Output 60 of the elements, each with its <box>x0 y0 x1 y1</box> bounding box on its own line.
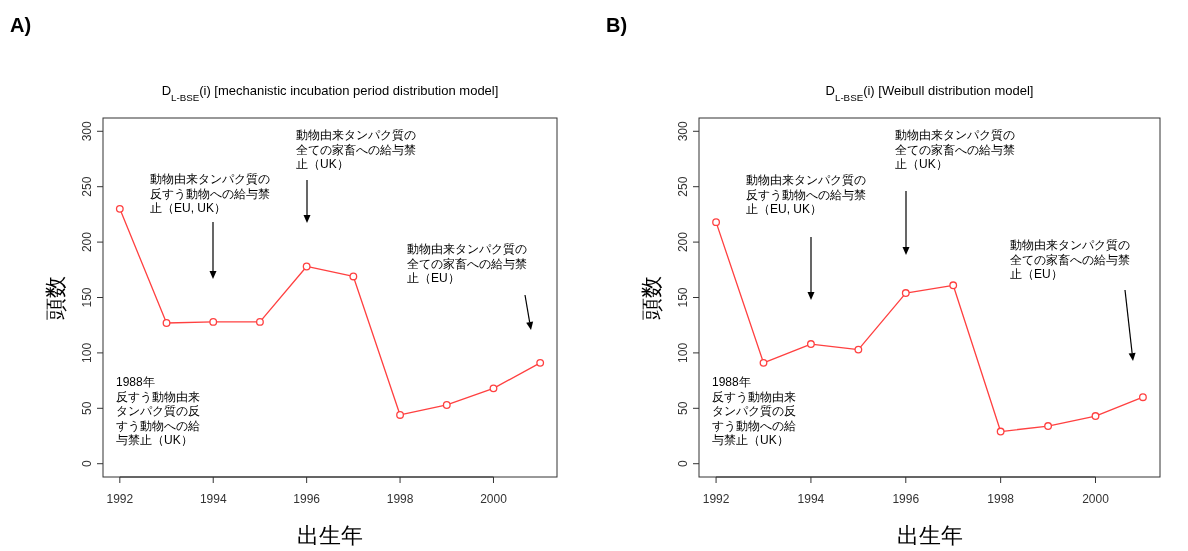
point <box>162 319 171 327</box>
x-tick-label: 2000 <box>480 492 508 506</box>
y-tick-label: 200 <box>676 231 690 253</box>
y-tick-label: 150 <box>676 287 690 308</box>
annotation: 動物由来タンパク質の全ての家畜への給与禁止（EU） <box>1010 238 1130 281</box>
y-axis-title: 頭数 <box>639 275 664 320</box>
annotation: 1988年反すう動物由来タンパク質の反すう動物への給与禁止（UK） <box>116 375 200 447</box>
y-tick-label: 300 <box>80 120 94 142</box>
y-tick-label: 0 <box>80 460 94 468</box>
x-axis-title: 出生年 <box>297 523 363 548</box>
y-tick-label: 50 <box>80 401 94 415</box>
point <box>489 384 498 393</box>
annotation: 動物由来タンパク質の全ての家畜への給与禁止（UK） <box>296 128 416 171</box>
x-tick-label: 1994 <box>797 492 825 506</box>
point <box>115 204 124 213</box>
point <box>854 345 863 354</box>
annotation: 動物由来タンパク質の全ての家畜への給与禁止（UK） <box>895 128 1015 171</box>
point <box>806 340 815 348</box>
x-tick-label: 1994 <box>199 492 227 506</box>
point <box>901 289 910 298</box>
x-axis-title: 出生年 <box>896 523 963 548</box>
point <box>255 317 264 326</box>
y-tick-label: 50 <box>676 401 690 415</box>
annotation: 動物由来タンパク質の全ての家畜への給与禁止（EU） <box>407 242 527 285</box>
point <box>949 281 958 290</box>
point <box>302 262 311 271</box>
x-tick-label: 1992 <box>702 492 730 506</box>
x-tick-label: 1998 <box>987 492 1015 506</box>
y-tick-label: 0 <box>676 460 690 468</box>
point <box>996 427 1005 436</box>
annotation: 動物由来タンパク質の反すう動物への給与禁止（EU, UK） <box>746 173 866 216</box>
point <box>536 358 545 367</box>
y-tick-label: 100 <box>676 342 690 363</box>
chart-title: B) <box>606 14 628 36</box>
point <box>1044 422 1053 430</box>
annotation: 1988年反すう動物由来タンパク質の反すう動物への給与禁止（UK） <box>712 375 796 447</box>
x-tick-label: 1998 <box>386 492 414 506</box>
x-tick-label: 1996 <box>293 492 321 506</box>
point <box>1138 393 1147 402</box>
chart-subtitle: D$_{L-BSE}$(i) [mechanistic incubation period distribution model] <box>161 83 499 103</box>
point <box>759 358 768 367</box>
point <box>349 272 358 281</box>
x-tick-label: 1996 <box>892 492 920 506</box>
y-tick-label: 300 <box>676 120 690 142</box>
chart-title: A) <box>10 14 32 36</box>
y-tick-label: 200 <box>80 231 94 253</box>
y-tick-label: 100 <box>80 342 94 363</box>
point <box>209 317 218 326</box>
point <box>396 411 405 419</box>
annotation: 動物由来タンパク質の反すう動物への給与禁止（EU, UK） <box>150 172 270 215</box>
y-tick-label: 150 <box>80 287 94 308</box>
chart-subtitle: D$_{L-BSE}$(i) [Weibull distribution model] <box>825 83 1034 103</box>
point <box>1091 412 1100 421</box>
x-tick-label: 2000 <box>1082 492 1110 506</box>
y-tick-label: 250 <box>80 176 94 197</box>
point <box>712 218 721 227</box>
x-tick-label: 1992 <box>106 492 134 506</box>
y-axis-title: 頭数 <box>43 275 68 320</box>
y-tick-label: 250 <box>676 176 690 197</box>
point <box>442 401 451 409</box>
